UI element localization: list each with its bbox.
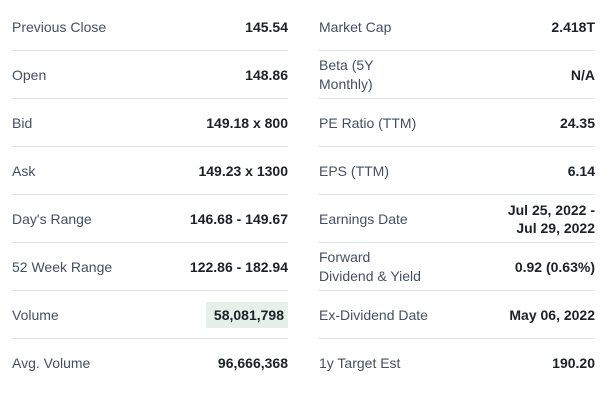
volume-label: Volume: [12, 306, 59, 323]
52-week-range-label: 52 Week Range: [12, 258, 113, 275]
ask-label: Ask: [12, 162, 36, 179]
beta-label: Beta (5Y Monthly): [319, 56, 374, 92]
row-pe-ratio: PE Ratio (TTM) 24.35: [319, 99, 595, 147]
previous-close-value: 145.54: [245, 18, 288, 35]
row-earnings-date: Earnings Date Jul 25, 2022 - Jul 29, 202…: [319, 195, 595, 243]
forward-dividend-yield-value: 0.92 (0.63%): [514, 258, 595, 275]
volume-value: 58,081,798: [205, 301, 288, 328]
row-ask: Ask 149.23 x 1300: [12, 147, 288, 195]
open-label: Open: [12, 66, 47, 83]
quote-summary-table: Previous Close 145.54 Open 148.86 Bid 14…: [12, 3, 595, 387]
open-value: 148.86: [245, 66, 288, 83]
beta-value: N/A: [570, 66, 595, 83]
forward-dividend-yield-label: Forward Dividend & Yield: [319, 248, 421, 284]
ask-value: 149.23 x 1300: [198, 162, 288, 179]
earnings-date-label: Earnings Date: [319, 210, 408, 227]
52-week-range-value: 122.86 - 182.94: [189, 258, 288, 275]
market-cap-value: 2.418T: [551, 18, 595, 35]
row-previous-close: Previous Close 145.54: [12, 3, 288, 51]
eps-value: 6.14: [567, 162, 595, 179]
row-volume: Volume 58,081,798: [12, 291, 288, 339]
row-open: Open 148.86: [12, 51, 288, 99]
eps-label: EPS (TTM): [319, 162, 389, 179]
days-range-value: 146.68 - 149.67: [189, 210, 288, 227]
row-bid: Bid 149.18 x 800: [12, 99, 288, 147]
row-forward-dividend-yield: Forward Dividend & Yield 0.92 (0.63%): [319, 243, 595, 291]
avg-volume-value: 96,666,368: [217, 355, 288, 371]
1y-target-est-value: 190.20: [552, 355, 595, 371]
pe-ratio-value: 24.35: [559, 114, 595, 131]
ex-dividend-date-label: Ex-Dividend Date: [319, 306, 428, 323]
avg-volume-label: Avg. Volume: [12, 355, 91, 371]
days-range-label: Day's Range: [12, 210, 92, 227]
row-52-week-range: 52 Week Range 122.86 - 182.94: [12, 243, 288, 291]
1y-target-est-label: 1y Target Est: [319, 355, 401, 371]
row-avg-volume: Avg. Volume 96,666,368: [12, 339, 288, 387]
pe-ratio-label: PE Ratio (TTM): [319, 114, 417, 131]
row-market-cap: Market Cap 2.418T: [319, 3, 595, 51]
row-1y-target-est: 1y Target Est 190.20: [319, 339, 595, 387]
row-beta: Beta (5Y Monthly) N/A: [319, 51, 595, 99]
ex-dividend-date-value: May 06, 2022: [509, 306, 595, 323]
previous-close-label: Previous Close: [12, 18, 107, 35]
bid-label: Bid: [12, 114, 33, 131]
bid-value: 149.18 x 800: [206, 114, 288, 131]
summary-column-left: Previous Close 145.54 Open 148.86 Bid 14…: [12, 3, 288, 387]
market-cap-label: Market Cap: [319, 18, 392, 35]
row-days-range: Day's Range 146.68 - 149.67: [12, 195, 288, 243]
earnings-date-value: Jul 25, 2022 - Jul 29, 2022: [507, 201, 595, 236]
volume-value-highlight: 58,081,798: [205, 301, 288, 328]
row-ex-dividend-date: Ex-Dividend Date May 06, 2022: [319, 291, 595, 339]
row-eps: EPS (TTM) 6.14: [319, 147, 595, 195]
summary-column-right: Market Cap 2.418T Beta (5Y Monthly) N/A …: [319, 3, 595, 387]
